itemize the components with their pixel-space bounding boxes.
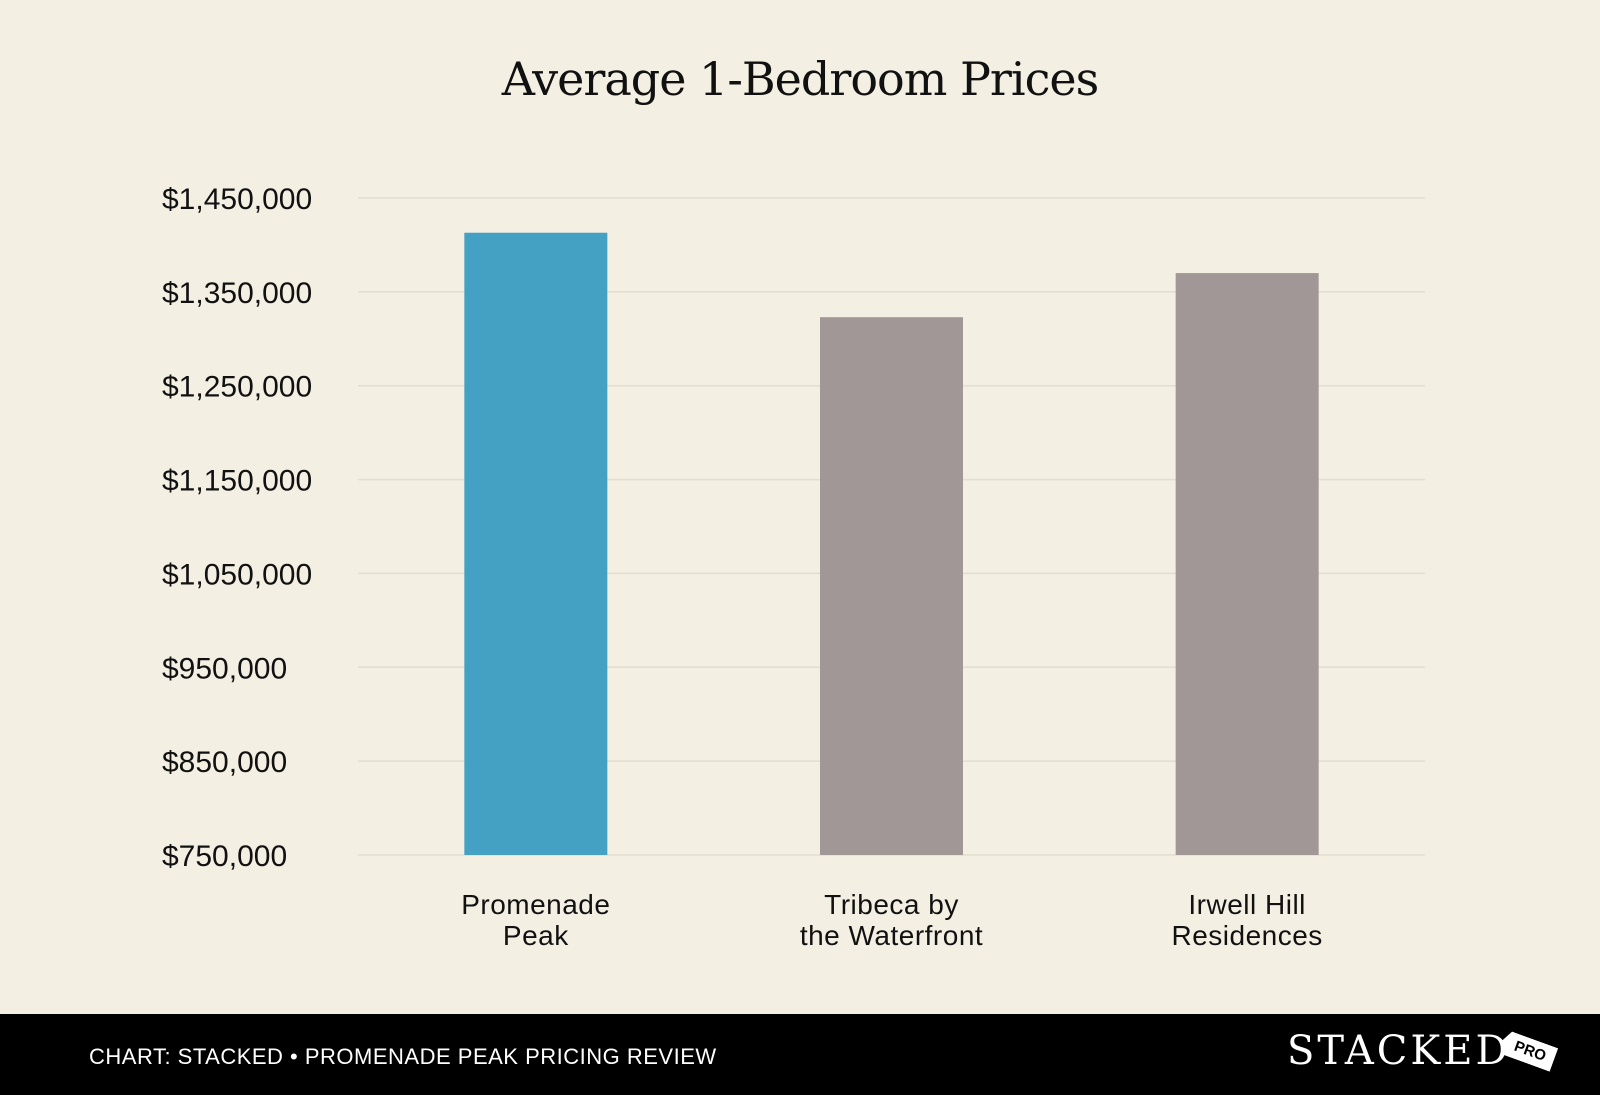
- y-tick-label: $1,150,000: [162, 465, 312, 498]
- y-tick-label: $1,250,000: [162, 371, 312, 404]
- footer-caption: CHART: STACKED • PROMENADE PEAK PRICING …: [89, 1044, 717, 1069]
- y-tick-label: $950,000: [162, 652, 287, 685]
- bar: [464, 232, 608, 855]
- y-tick-label: $1,450,000: [162, 183, 312, 216]
- stacked-logo: STACKED: [1287, 1028, 1511, 1074]
- y-tick-label: $850,000: [162, 746, 287, 779]
- y-axis-tick-labels: $750,000 $850,000 $950,000 $1,050,000 $1,150…: [162, 183, 312, 873]
- y-tick-label: $1,350,000: [162, 277, 312, 310]
- footer-bar: CHART: STACKED • PROMENADE PEAK PRICING …: [0, 1014, 1600, 1095]
- x-tick-label: Residences: [1172, 920, 1323, 951]
- bar-chart: $750,000 $850,000 $950,000 $1,050,000 $1,150…: [162, 183, 1425, 951]
- y-tick-label: $750,000: [162, 840, 287, 873]
- x-tick-label: Promenade: [461, 889, 610, 920]
- bars: [464, 232, 1319, 856]
- bar: [820, 317, 963, 855]
- x-tick-label: Irwell Hill: [1188, 889, 1306, 920]
- y-tick-label: $1,050,000: [162, 558, 312, 591]
- x-tick-label: Peak: [503, 920, 569, 951]
- bar: [1175, 273, 1319, 856]
- chart-title: Average 1-Bedroom Prices: [501, 52, 1099, 106]
- x-tick-label: Tribeca by: [824, 889, 959, 920]
- x-tick-label: the Waterfront: [800, 920, 983, 951]
